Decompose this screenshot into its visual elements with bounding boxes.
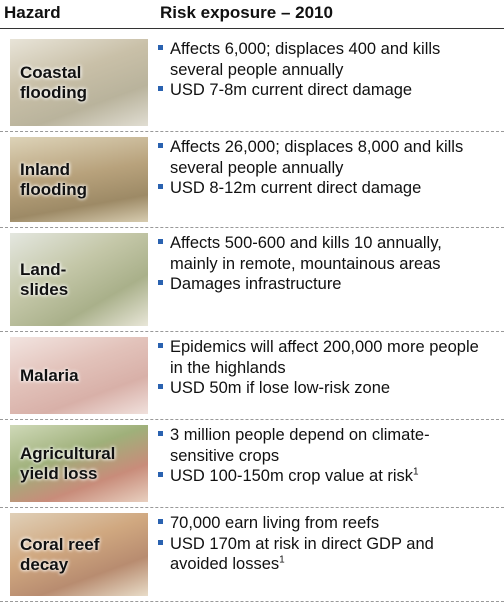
bullet: Epidemics will affect 200,000 more peopl… (158, 337, 493, 378)
hazard-image: Land-slides (10, 233, 148, 326)
bullet: USD 7-8m current direct damage (158, 80, 493, 101)
hazard-line: Coastal (20, 63, 144, 83)
bullet: USD 100-150m crop value at risk1 (158, 466, 493, 487)
hazard-line: flooding (20, 83, 144, 103)
hazard-label: Land-slides (20, 260, 144, 300)
bullet-text: USD 8-12m current direct damage (170, 179, 421, 197)
hazard-line: Inland (20, 160, 144, 180)
bullet: 70,000 earn living from reefs (158, 513, 493, 534)
bullets: Affects 500-600 and kills 10 annually, m… (158, 233, 493, 295)
bullet-text: USD 170m at risk in direct GDP and avoid… (170, 535, 434, 574)
bullet: Affects 500-600 and kills 10 annually, m… (158, 233, 493, 274)
bullet-text: Epidemics will affect 200,000 more peopl… (170, 338, 479, 377)
bullet-text: Affects 26,000; displaces 8,000 and kill… (170, 138, 463, 177)
hazard-line: Malaria (20, 366, 144, 386)
hazard-line: Coral reef (20, 535, 144, 555)
bullet-text: Damages infrastructure (170, 275, 342, 293)
bullet: Affects 26,000; displaces 8,000 and kill… (158, 137, 493, 178)
bullet: USD 170m at risk in direct GDP and avoid… (158, 534, 493, 575)
row: Malaria Epidemics will affect 200,000 mor… (0, 332, 504, 420)
hazard-label: Malaria (20, 366, 144, 386)
bullets: Affects 26,000; displaces 8,000 and kill… (158, 137, 493, 199)
bullet-text: Affects 500-600 and kills 10 annually, m… (170, 234, 442, 273)
header-rule (0, 28, 504, 29)
header-hazard: Hazard (4, 3, 61, 23)
bullet: 3 million people depend on climate-sensi… (158, 425, 493, 466)
bullet-text: USD 100-150m crop value at risk (170, 467, 413, 485)
row: Land-slides Affects 500-600 and kills 10 … (0, 228, 504, 332)
hazard-line: slides (20, 280, 144, 300)
bullet-text: USD 50m if lose low-risk zone (170, 379, 390, 397)
bullet-text: Affects 6,000; displaces 400 and kills s… (170, 40, 440, 79)
hazard-line: Agricultural (20, 444, 144, 464)
bullets: 70,000 earn living from reefs USD 170m at… (158, 513, 493, 575)
hazard-line: Land- (20, 260, 144, 280)
bullet: USD 50m if lose low-risk zone (158, 378, 493, 399)
bullets: Affects 6,000; displaces 400 and kills s… (158, 39, 493, 101)
footnote-mark: 1 (279, 555, 285, 566)
bullet: Affects 6,000; displaces 400 and kills s… (158, 39, 493, 80)
page: Hazard Risk exposure – 2010 Coastalflood… (0, 0, 504, 602)
hazard-line: decay (20, 555, 144, 575)
bullet: USD 8-12m current direct damage (158, 178, 493, 199)
bullet: Damages infrastructure (158, 274, 493, 295)
header-risk: Risk exposure – 2010 (160, 3, 333, 23)
footnote-mark: 1 (413, 467, 419, 478)
hazard-line: flooding (20, 180, 144, 200)
bullet-text: 70,000 earn living from reefs (170, 514, 379, 532)
bullets: 3 million people depend on climate-sensi… (158, 425, 493, 487)
bullets: Epidemics will affect 200,000 more peopl… (158, 337, 493, 399)
bullet-text: 3 million people depend on climate-sensi… (170, 426, 430, 465)
bullet-text: USD 7-8m current direct damage (170, 81, 412, 99)
hazard-image: Malaria (10, 337, 148, 414)
hazard-line: yield loss (20, 464, 144, 484)
